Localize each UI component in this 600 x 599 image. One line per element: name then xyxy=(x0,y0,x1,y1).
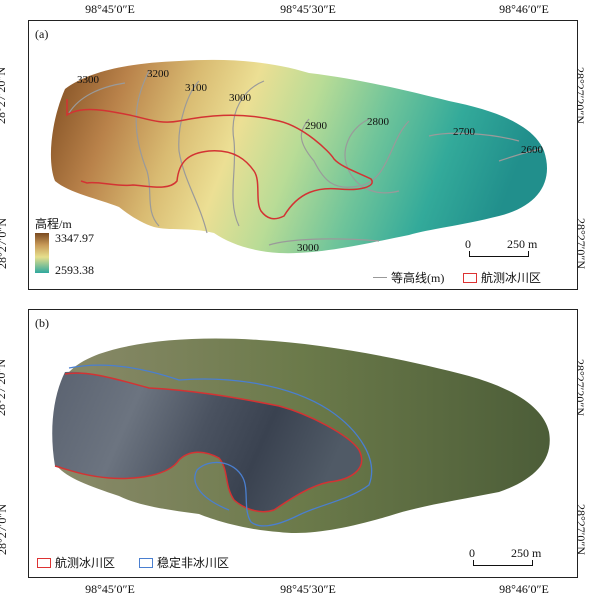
contour-label-2800: 2800 xyxy=(367,116,390,128)
lon-label-top-2: 98°45′30″E xyxy=(280,2,336,16)
legend-glacier-a-label: 航测冰川区 xyxy=(481,271,542,285)
contour-3300 xyxy=(68,82,126,114)
stable-swatch xyxy=(139,557,153,568)
panel-b-label: (b) xyxy=(35,316,49,330)
lat-label-left-b1: 28°27′20″N xyxy=(0,358,9,417)
contour-3000-south xyxy=(268,238,380,246)
lon-label-top-3: 98°46′0″E xyxy=(499,2,549,16)
contour-label-2900: 2900 xyxy=(305,120,328,132)
glacier-swatch-a xyxy=(463,272,477,283)
contour-2700 xyxy=(428,132,520,142)
contour-3100 xyxy=(178,80,208,234)
lat-label-left-a1: 28°27′20″N xyxy=(0,66,9,125)
legend-glacier-b: 航测冰川区 xyxy=(37,554,115,571)
legend-contour-label: 等高线(m) xyxy=(391,271,445,285)
contour-label-2600: 2600 xyxy=(521,144,544,156)
contour-label-3000-south: 3000 xyxy=(297,242,320,254)
panel-a-elevation-map: 3300 3200 3100 3000 2900 2800 2700 2600 … xyxy=(28,20,578,290)
glacier-surface xyxy=(52,371,362,512)
contour-label-3200: 3200 xyxy=(147,68,170,80)
lon-label-top-1: 98°45′0″E xyxy=(85,2,135,16)
scale-bar-a xyxy=(469,251,529,257)
panel-b-orthophoto: (b) 0 250 m 航测冰川区 稳定非冰川区 xyxy=(28,309,578,578)
scale-length-b: 250 m xyxy=(511,546,542,560)
contour-label-3300: 3300 xyxy=(77,74,100,86)
contour-label-2700: 2700 xyxy=(453,126,476,138)
elevation-map-svg: 3300 3200 3100 3000 2900 2800 2700 2600 … xyxy=(50,59,547,254)
contour-2600 xyxy=(498,148,542,162)
glacier-outline-b xyxy=(54,372,363,513)
legend-stable-label: 稳定非冰川区 xyxy=(157,556,230,570)
contour-lines xyxy=(68,70,542,246)
scale-zero-a: 0 xyxy=(465,237,471,251)
legend-contour: 等高线(m) xyxy=(373,269,444,286)
elevation-max-value: 3347.97 xyxy=(55,231,94,245)
contour-label-3100: 3100 xyxy=(185,82,208,94)
lon-label-bottom-1: 98°45′0″E xyxy=(85,582,135,596)
lon-label-bottom-3: 98°46′0″E xyxy=(499,582,549,596)
contour-2900 xyxy=(300,118,410,188)
stable-outline-b xyxy=(68,364,373,527)
contour-2800 xyxy=(344,118,400,194)
lat-label-left-a2: 28°27′0″N xyxy=(0,217,10,270)
scale-zero-b: 0 xyxy=(469,546,475,560)
orthophoto-svg xyxy=(52,338,550,534)
legend-stable: 稳定非冰川区 xyxy=(139,554,229,571)
legend-glacier-b-label: 航测冰川区 xyxy=(55,556,116,570)
elevation-surface xyxy=(50,59,547,254)
lat-label-left-b2: 28°27′0″N xyxy=(0,503,10,556)
elevation-min-value: 2593.38 xyxy=(55,263,94,277)
glacier-swatch-b xyxy=(37,557,51,568)
contour-swatch xyxy=(373,277,387,278)
contour-3000 xyxy=(232,80,265,227)
elevation-color-ramp xyxy=(35,233,49,273)
scale-bar-b xyxy=(473,560,533,566)
contour-3200 xyxy=(135,70,160,227)
panel-a-label: (a) xyxy=(35,27,49,41)
legend-glacier-a: 航测冰川区 xyxy=(463,269,541,286)
lon-label-bottom-2: 98°45′30″E xyxy=(280,582,336,596)
scale-length-a: 250 m xyxy=(507,237,538,251)
glacier-outline-a xyxy=(66,99,373,220)
elevation-legend-title: 高程/m xyxy=(35,217,72,231)
contour-label-3000: 3000 xyxy=(229,92,252,104)
